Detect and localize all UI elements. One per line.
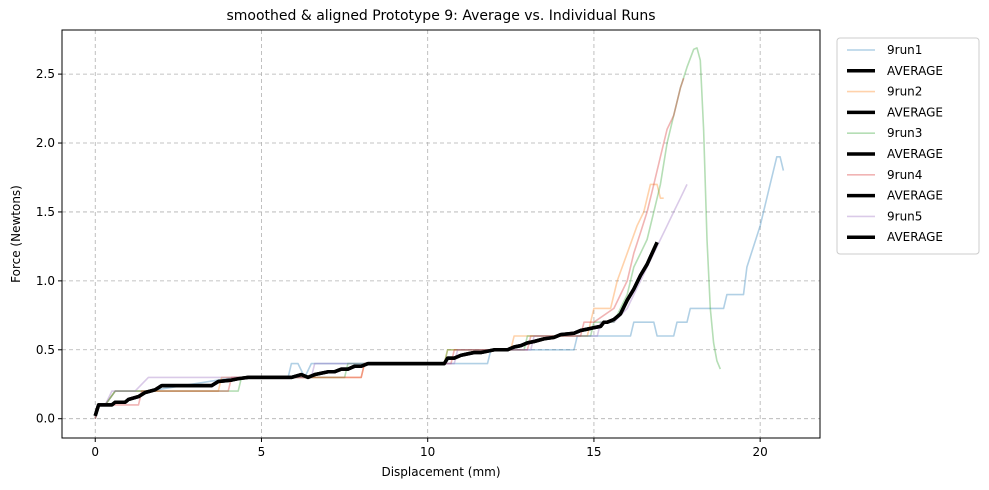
- y-tick-label: 1.0: [36, 274, 55, 288]
- chart-title: smoothed & aligned Prototype 9: Average …: [226, 8, 655, 24]
- x-axis-label: Displacement (mm): [381, 465, 500, 479]
- legend-label: AVERAGE: [887, 64, 943, 78]
- y-tick-label: 2.5: [36, 67, 55, 81]
- x-tick-label: 10: [420, 445, 435, 459]
- grid: [62, 30, 820, 438]
- legend-label: 9run5: [887, 209, 922, 223]
- x-tick-label: 5: [258, 445, 266, 459]
- legend-label: 9run3: [887, 126, 922, 140]
- legend-label: AVERAGE: [887, 105, 943, 119]
- series-lines: [93, 47, 785, 419]
- legend-label: 9run4: [887, 168, 922, 182]
- y-tick-label: 2.0: [36, 136, 55, 150]
- series-line-9run1-0: [94, 156, 785, 419]
- legend-box: [836, 37, 980, 255]
- legend-label: 9run2: [887, 85, 922, 99]
- plot-frame: [61, 29, 821, 439]
- series-line-average-6: [93, 241, 659, 417]
- legend: 9run1 AVERAGE 9run2 AVERAGE 9run3 AVERAGE 9run…: [836, 37, 980, 255]
- y-tick-label: 1.5: [36, 205, 55, 219]
- x-tick-label: 0: [91, 445, 99, 459]
- legend-label: AVERAGE: [887, 189, 943, 203]
- axis-ticks: 0 5 10 15 20 0.0 0.5 1.0 1.5 2.0 2.5: [36, 67, 768, 459]
- x-tick-label: 15: [586, 445, 601, 459]
- series-line-9run2-2: [94, 183, 664, 419]
- y-tick-label: 0.0: [36, 412, 55, 426]
- legend-label: AVERAGE: [887, 147, 943, 161]
- y-axis-label: Force (Newtons): [9, 185, 23, 283]
- legend-label: 9run1: [887, 43, 922, 57]
- x-tick-label: 20: [753, 445, 768, 459]
- legend-label: AVERAGE: [887, 230, 943, 244]
- y-tick-label: 0.5: [36, 343, 55, 357]
